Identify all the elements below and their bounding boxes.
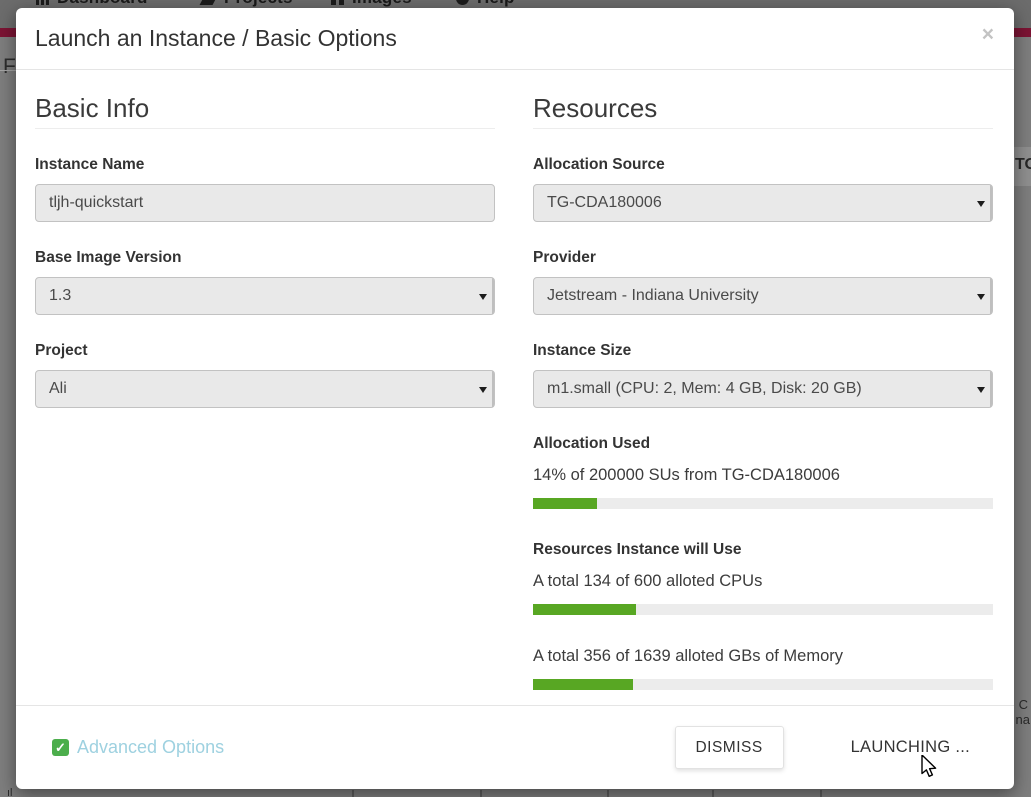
allocation-used-detail: 14% of 200000 SUs from TG-CDA180006 [533,466,840,484]
background-table-line [480,790,482,797]
project-select[interactable]: Ali [35,370,495,408]
selected-value: Jetstream - Indiana University [547,287,759,304]
project-label: Project [35,342,88,359]
help-icon [456,0,469,5]
nav-label: Help [477,0,515,8]
advanced-options-label: Advanced Options [77,737,225,757]
chevron-down-icon [479,294,487,300]
nav-label: Images [352,0,412,8]
launching-status-label: LAUNCHING ... [850,738,970,756]
cpu-usage-progressbar [533,604,993,615]
advanced-options-link[interactable]: ✓ Advanced Options [52,737,224,758]
nav-label: Dashboard [57,0,148,8]
resources-heading: Resources [533,93,993,129]
base-image-version-label: Base Image Version [35,249,182,266]
instance-size-select[interactable]: m1.small (CPU: 2, Mem: 4 GB, Disk: 20 GB… [533,370,993,408]
base-image-version-select[interactable]: 1.3 [35,277,495,315]
memory-usage-detail: A total 356 of 1639 alloted GBs of Memor… [533,647,844,665]
modal-body: Basic Info Instance Name tljh-quickstart… [16,70,1014,690]
checkbox-checked-icon: ✓ [52,739,69,756]
instance-size-label: Instance Size [533,342,632,359]
allocation-used-progressbar [533,498,993,509]
selected-value: Ali [49,380,67,397]
background-text-fragment: F [3,55,16,78]
background-text-fragment: na [1015,712,1030,727]
dismiss-button[interactable]: DISMISS [674,726,784,769]
progress-fill [533,498,598,509]
resources-column: Resources Allocation Source TG-CDA180006… [533,70,993,690]
background-divider-fragment [0,70,16,71]
nav-label: Projects [224,0,293,8]
background-text-fragment: C [1018,697,1028,712]
provider-select[interactable]: Jetstream - Indiana University [533,277,993,315]
provider-label: Provider [533,249,596,266]
loading-spinner-icon [810,733,840,763]
cpu-usage-detail: A total 134 of 600 alloted CPUs [533,572,763,590]
background-text-fragment: ıl [7,787,13,797]
footer-actions: DISMISS LAUNCHING ... [674,726,992,769]
chevron-down-icon [977,387,985,393]
modal-title: Launch an Instance / Basic Options [35,25,397,51]
background-text-fragment: TO [1015,156,1031,173]
allocation-source-label: Allocation Source [533,156,665,173]
background-button-fragment: TO [1014,147,1031,186]
allocation-source-select[interactable]: TG-CDA180006 [533,184,993,222]
nav-item-images[interactable]: Images [331,0,412,8]
progress-fill [533,679,633,690]
basic-info-heading: Basic Info [35,93,495,129]
images-icon [331,0,344,5]
allocation-used-label: Allocation Used [533,435,651,452]
selected-value: TG-CDA180006 [547,194,662,211]
chevron-down-icon [977,201,985,207]
projects-icon [199,0,220,5]
selected-value: 1.3 [49,287,72,304]
close-icon[interactable]: × [981,23,994,46]
modal-header: Launch an Instance / Basic Options × [16,8,1014,70]
background-table-line [712,790,714,797]
selected-value: m1.small (CPU: 2, Mem: 4 GB, Disk: 20 GB… [547,380,862,397]
nav-item-projects[interactable]: Projects [199,0,293,8]
modal-footer: ✓ Advanced Options DISMISS LAUNCHING ... [16,705,1014,789]
instance-name-input[interactable]: tljh-quickstart [35,184,495,222]
instance-name-label: Instance Name [35,156,145,173]
background-table-line [607,790,609,797]
background-table-line [820,790,822,797]
background-table-line [352,790,354,797]
instance-resources-label: Resources Instance will Use [533,541,742,558]
nav-item-dashboard[interactable]: Dashboard [36,0,148,8]
progress-fill [533,604,636,615]
memory-usage-progressbar [533,679,993,690]
chevron-down-icon [479,387,487,393]
dashboard-icon [36,0,49,5]
nav-item-help[interactable]: Help [456,0,515,8]
launch-instance-modal: Launch an Instance / Basic Options × Bas… [16,8,1014,789]
basic-info-column: Basic Info Instance Name tljh-quickstart… [35,70,495,690]
chevron-down-icon [977,294,985,300]
